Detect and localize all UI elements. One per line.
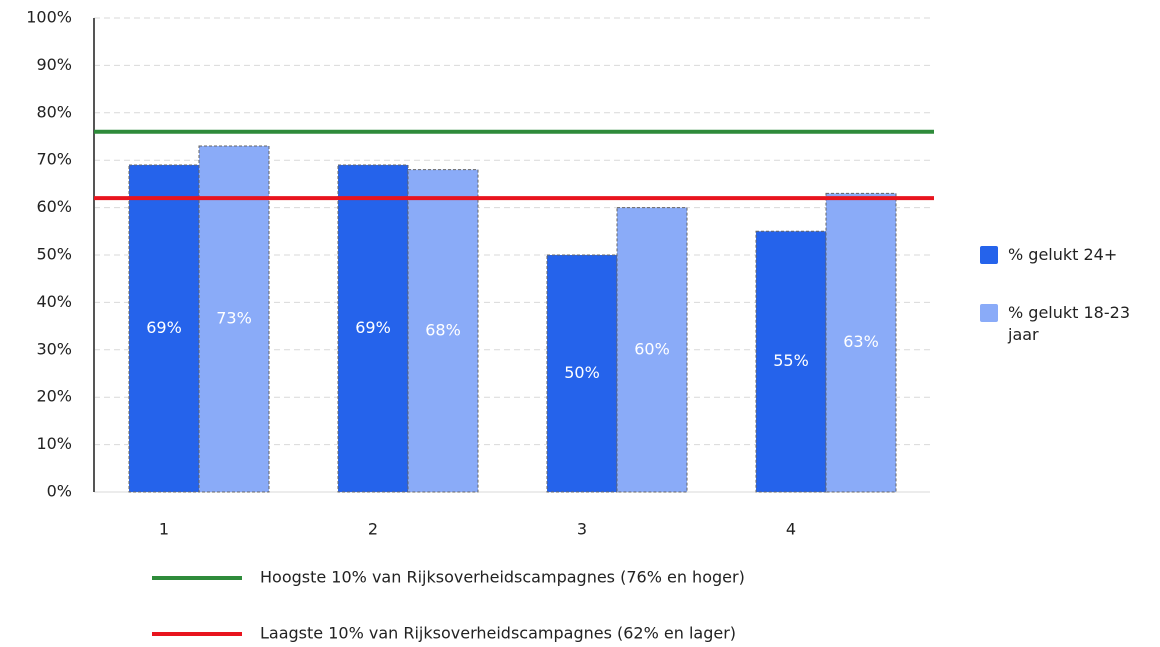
x-tick-label: 1: [159, 520, 169, 539]
bar: [407, 169, 479, 493]
value-label: 68%: [425, 320, 461, 339]
x-tick-label: 3: [577, 520, 587, 539]
value-label: 73%: [216, 308, 252, 327]
y-tick-label: 40%: [36, 292, 72, 311]
y-tick-label: 10%: [36, 434, 72, 453]
x-tick-label: 2: [368, 520, 378, 539]
bar: [825, 192, 897, 493]
y-tick-label: 30%: [36, 339, 72, 358]
y-tick-label: 100%: [26, 8, 72, 27]
legend-swatch: [980, 304, 998, 322]
y-tick-label: 60%: [36, 197, 72, 216]
value-label: 63%: [843, 332, 879, 351]
legend-item: % gelukt 18-23 jaar: [980, 302, 1138, 346]
y-tick-label: 0%: [47, 482, 72, 501]
y-tick-label: 90%: [36, 55, 72, 74]
bar: [755, 230, 827, 493]
value-label: 69%: [355, 318, 391, 337]
y-tick-label: 70%: [36, 150, 72, 169]
y-tick-label: 80%: [36, 102, 72, 121]
value-label: 55%: [773, 351, 809, 370]
legend-item: % gelukt 24+: [980, 244, 1138, 266]
value-label: 69%: [146, 318, 182, 337]
bar: [616, 207, 688, 493]
legend-label: % gelukt 24+: [1008, 245, 1118, 264]
legend-label: Laagste 10% van Rijksoverheidscampagnes …: [260, 624, 736, 643]
legend-swatch: [980, 246, 998, 264]
legend-label: Hoogste 10% van Rijksoverheidscampagnes …: [260, 568, 745, 587]
y-tick-label: 50%: [36, 245, 72, 264]
bar: [337, 164, 409, 493]
bar: [198, 145, 270, 493]
y-tick-label: 20%: [36, 387, 72, 406]
bar: [546, 254, 618, 493]
x-tick-label: 4: [786, 520, 796, 539]
value-label: 50%: [564, 363, 600, 382]
legend-label: % gelukt 18-23 jaar: [1008, 303, 1130, 344]
value-label: 60%: [634, 339, 670, 358]
bar: [128, 164, 200, 493]
